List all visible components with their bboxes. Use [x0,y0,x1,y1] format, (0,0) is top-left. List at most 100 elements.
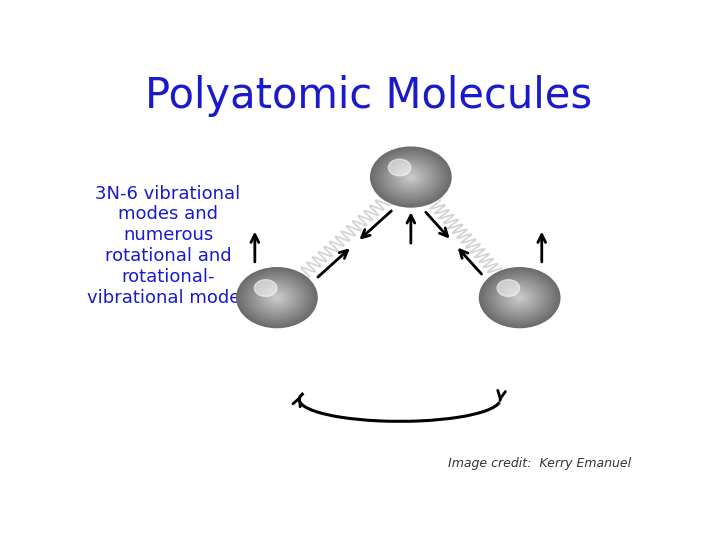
Circle shape [396,166,426,188]
Circle shape [485,272,554,323]
Circle shape [391,162,431,192]
Circle shape [259,284,295,311]
Circle shape [397,167,424,187]
Circle shape [490,276,549,319]
Circle shape [253,280,301,315]
Circle shape [372,148,450,206]
Circle shape [270,292,284,303]
Circle shape [256,282,298,313]
Circle shape [379,154,442,200]
Circle shape [513,293,526,302]
Circle shape [498,282,541,313]
Circle shape [395,165,427,189]
Circle shape [245,274,309,322]
Circle shape [485,272,555,324]
Circle shape [387,159,435,195]
Circle shape [400,169,422,185]
Circle shape [373,148,449,206]
Circle shape [495,279,545,316]
Circle shape [248,276,306,319]
Circle shape [407,174,415,180]
Circle shape [480,268,560,328]
Circle shape [239,269,315,326]
Circle shape [265,289,289,307]
Circle shape [389,160,433,193]
Circle shape [240,271,313,325]
Circle shape [489,274,551,321]
Circle shape [276,297,278,299]
Circle shape [482,270,557,325]
Circle shape [257,282,297,313]
Circle shape [515,294,525,301]
Circle shape [510,291,528,305]
Circle shape [247,275,307,320]
Circle shape [487,274,552,322]
Circle shape [379,153,443,201]
Circle shape [518,297,521,299]
Circle shape [393,164,429,191]
Circle shape [492,276,548,319]
Circle shape [237,268,317,328]
Circle shape [406,173,416,181]
Circle shape [246,274,308,321]
Circle shape [376,151,446,203]
Circle shape [508,289,531,307]
Circle shape [388,159,411,176]
Circle shape [399,168,423,186]
Circle shape [267,290,287,305]
Circle shape [507,288,533,307]
Circle shape [500,284,539,312]
Circle shape [484,271,556,325]
Circle shape [492,278,546,318]
Circle shape [482,269,558,326]
Circle shape [264,288,290,307]
Circle shape [255,281,299,314]
Circle shape [252,279,302,316]
Circle shape [381,154,441,199]
Circle shape [498,281,541,314]
Circle shape [249,276,305,319]
Circle shape [495,280,544,315]
Circle shape [497,280,543,315]
Circle shape [404,172,418,183]
Circle shape [405,173,417,181]
Circle shape [503,286,536,309]
Circle shape [243,272,311,323]
Circle shape [408,175,414,179]
Circle shape [273,295,281,301]
Circle shape [263,287,291,308]
Circle shape [258,284,296,312]
Circle shape [388,160,434,194]
Circle shape [374,150,448,205]
Circle shape [371,147,451,207]
Circle shape [402,171,419,183]
Circle shape [510,290,530,305]
Circle shape [394,164,428,190]
Circle shape [261,286,293,309]
Circle shape [268,291,286,305]
Circle shape [382,156,440,199]
Circle shape [493,278,546,317]
Circle shape [272,294,282,301]
Circle shape [260,285,294,310]
Text: Polyatomic Molecules: Polyatomic Molecules [145,75,593,117]
Circle shape [505,286,535,309]
Circle shape [275,296,279,299]
Circle shape [374,150,447,204]
Circle shape [487,273,553,322]
Circle shape [271,293,283,302]
Circle shape [383,156,439,198]
Circle shape [401,170,421,185]
Circle shape [402,170,420,184]
Circle shape [503,285,536,310]
Circle shape [254,280,277,296]
Circle shape [397,166,425,187]
Circle shape [512,292,528,303]
Circle shape [390,161,432,193]
Circle shape [251,278,303,317]
Circle shape [505,287,534,308]
Circle shape [490,275,550,320]
Circle shape [386,158,436,196]
Circle shape [377,152,445,202]
Circle shape [502,284,538,311]
